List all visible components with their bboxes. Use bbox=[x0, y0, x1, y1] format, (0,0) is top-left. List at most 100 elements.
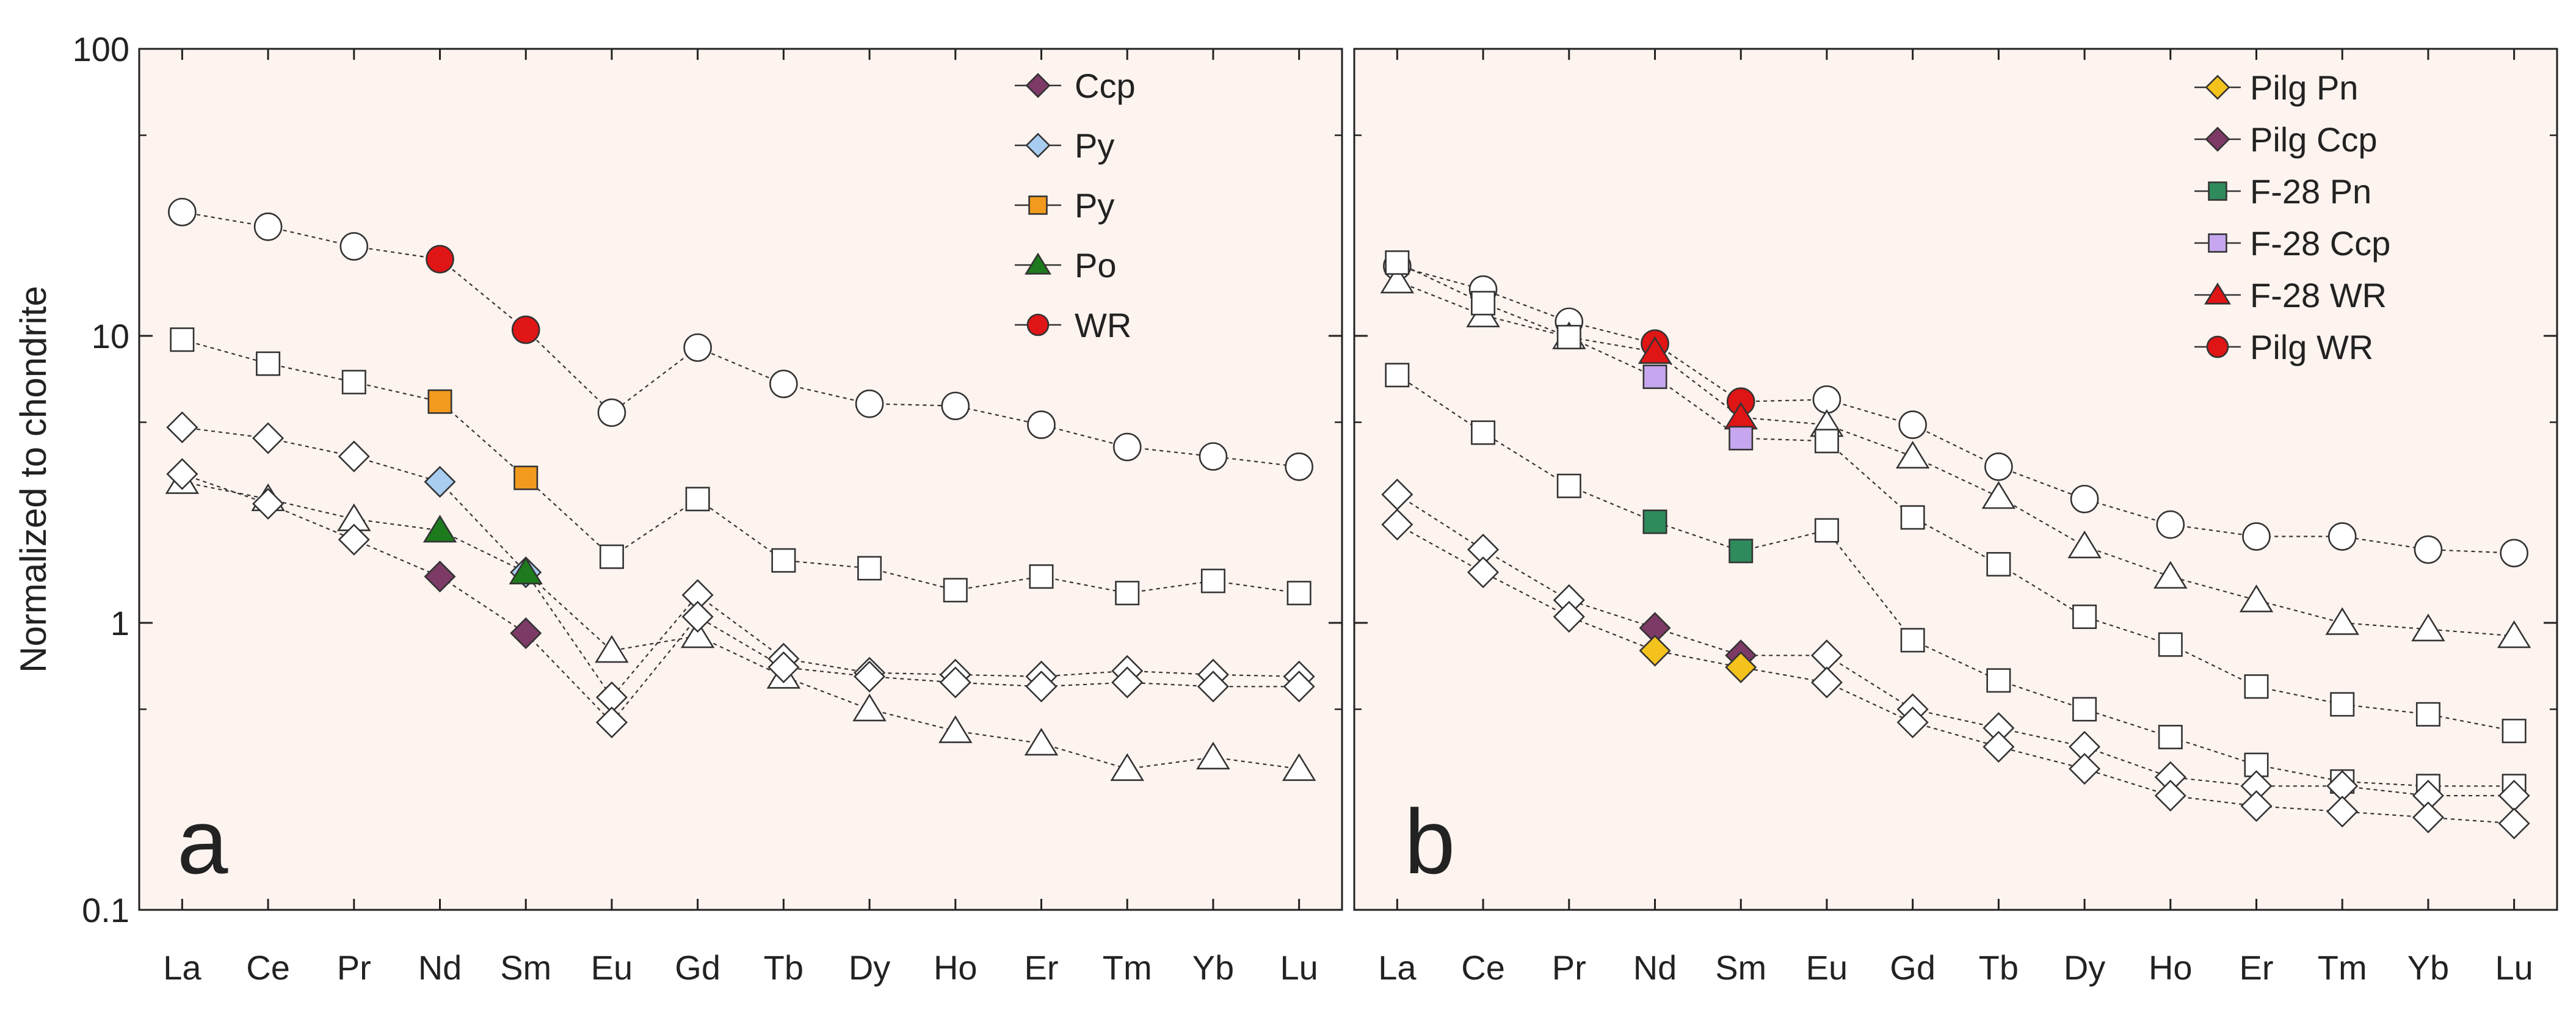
panel-b-point-3-4 bbox=[1729, 539, 1754, 564]
ytick-label-100: 100 bbox=[73, 30, 129, 68]
panel-a-point-4-7 bbox=[767, 651, 800, 683]
panel-a-xtick-label-Ho: Ho bbox=[934, 948, 978, 987]
panel-b-point-5-5 bbox=[1810, 666, 1843, 699]
panel-a-point-0-10 bbox=[1027, 410, 1056, 439]
panel-a-background bbox=[139, 49, 1342, 910]
panel-b-point-1-7 bbox=[1981, 481, 2016, 509]
panel-b-point-1-13 bbox=[2497, 620, 2531, 649]
panel-b-letter: b bbox=[1404, 790, 1455, 893]
panel-b-xtick-label-Ce: Ce bbox=[1461, 948, 1505, 987]
panel-a-point-3-11 bbox=[1110, 753, 1144, 781]
panel-a-legend-marker-3 bbox=[1025, 252, 1051, 275]
panel-a-point-1-9 bbox=[943, 578, 968, 603]
panel-a-xtick-label-Tb: Tb bbox=[764, 948, 804, 987]
panel-a-point-3-3 bbox=[423, 514, 457, 543]
panel-b-point-3-3 bbox=[1642, 509, 1667, 534]
panel-a-legend-label-3: Po bbox=[1075, 246, 1117, 285]
panel-a-xtick-label-Sm: Sm bbox=[500, 948, 551, 987]
panel-b-point-2-8 bbox=[2072, 605, 2097, 630]
panel-a-legend-label-0: Ccp bbox=[1075, 67, 1136, 105]
panel-b-point-0-5 bbox=[1812, 385, 1841, 414]
ytick-label-10: 10 bbox=[92, 317, 129, 355]
panel-a-letter: a bbox=[177, 790, 228, 893]
panel-b-background bbox=[1354, 49, 2557, 910]
panel-b-point-3-1 bbox=[1471, 420, 1496, 445]
panel-a-point-4-13 bbox=[1283, 670, 1315, 703]
y-axis-label: Normalized to chondrite bbox=[13, 286, 54, 673]
panel-a-legend-marker-4 bbox=[1026, 313, 1050, 336]
panel-a-point-0-5 bbox=[597, 398, 626, 427]
panel-b-series-line-3 bbox=[1396, 374, 2514, 787]
panel-b-xtick-label-Yb: Yb bbox=[2407, 948, 2450, 987]
panel-b-point-3-0 bbox=[1385, 363, 1410, 388]
panel-b-point-2-10 bbox=[2244, 674, 2269, 699]
panel-b-point-5-6 bbox=[1896, 706, 1929, 739]
panel-b-legend-marker-2 bbox=[2208, 181, 2227, 201]
panel-a-point-4-11 bbox=[1111, 666, 1144, 699]
panel-b-point-3-8 bbox=[2072, 697, 2097, 722]
panel-a-legend-label-2: Py bbox=[1075, 186, 1114, 225]
panel-a-xtick-label-Gd: Gd bbox=[675, 948, 720, 987]
panel-a-point-3-13 bbox=[1282, 753, 1316, 781]
panel-b-point-0-10 bbox=[2242, 522, 2271, 551]
panel-b-point-5-11 bbox=[2326, 796, 2359, 828]
panel-a-point-4-9 bbox=[939, 666, 971, 699]
panel-a-point-4-6 bbox=[681, 601, 714, 633]
panel-a-point-4-10 bbox=[1025, 670, 1058, 703]
panel-b-legend-marker-1 bbox=[2205, 126, 2230, 152]
panel-a-point-4-3 bbox=[424, 561, 456, 593]
panel-a-xtick-label-Yb: Yb bbox=[1192, 948, 1235, 987]
panel-b-point-1-6 bbox=[1895, 440, 1930, 469]
panel-b-point-5-12 bbox=[2412, 801, 2444, 834]
panel-a-point-4-5 bbox=[595, 706, 628, 739]
panel-b-point-2-13 bbox=[2502, 719, 2527, 744]
panel-a-xtick-label-Lu: Lu bbox=[1280, 948, 1318, 987]
panel-b-point-2-7 bbox=[1986, 552, 2011, 577]
panel-a-point-0-1 bbox=[253, 213, 283, 241]
panel-a-point-0-6 bbox=[683, 333, 712, 362]
panel-b-point-5-10 bbox=[2240, 790, 2273, 823]
panel-b-point-2-6 bbox=[1900, 505, 1925, 530]
panel-b-legend-label-5: Pilg WR bbox=[2250, 328, 2373, 366]
panel-a-legend-marker-1 bbox=[1025, 133, 1051, 158]
panel-a-point-1-7 bbox=[771, 548, 796, 573]
panel-b-legend-label-3: F-28 Ccp bbox=[2250, 224, 2390, 263]
panel-a-point-0-0 bbox=[168, 197, 197, 227]
panel-b-point-0-6 bbox=[1898, 410, 1927, 439]
panel-b-point-2-9 bbox=[2158, 632, 2183, 657]
panel-a-xtick-label-Pr: Pr bbox=[337, 948, 371, 987]
panel-a-series-line-3 bbox=[182, 481, 1299, 770]
panel-b-point-1-9 bbox=[2153, 561, 2188, 589]
panel-a-point-1-10 bbox=[1029, 564, 1054, 589]
panel-b-point-2-5 bbox=[1814, 429, 1839, 454]
panel-a-point-0-3 bbox=[426, 245, 454, 274]
panel-b-legend-marker-3 bbox=[2208, 233, 2227, 253]
panel-b-point-5-3 bbox=[1639, 634, 1671, 667]
panel-b-point-0-13 bbox=[2500, 539, 2528, 568]
panel-b-xtick-label-La: La bbox=[1378, 948, 1417, 987]
panel-a-point-4-8 bbox=[854, 660, 886, 692]
panel-a-point-3-6 bbox=[680, 620, 715, 649]
panel-a-point-0-2 bbox=[339, 232, 369, 261]
panel-a-point-2-2 bbox=[338, 440, 370, 473]
panel-b-point-0-11 bbox=[2327, 522, 2357, 551]
panel-b-point-2-4 bbox=[1729, 426, 1754, 451]
panel-b-xtick-label-Pr: Pr bbox=[1552, 948, 1586, 987]
panel-b-xtick-label-Dy: Dy bbox=[2064, 948, 2105, 987]
panel-a-point-4-2 bbox=[338, 523, 370, 556]
panel-b-point-2-12 bbox=[2415, 702, 2440, 727]
panel-b-point-0-12 bbox=[2414, 535, 2443, 564]
panel-a-xtick-label-Ce: Ce bbox=[246, 948, 290, 987]
panel-a-point-4-0 bbox=[166, 458, 198, 490]
panel-b-legend-marker-5 bbox=[2206, 335, 2229, 358]
panel-a-point-0-12 bbox=[1199, 442, 1228, 471]
panel-a-legend-label-4: WR bbox=[1075, 306, 1131, 344]
panel-b-frame bbox=[1353, 48, 2558, 911]
panel-b-point-1-10 bbox=[2239, 584, 2274, 612]
panel-a-point-0-8 bbox=[855, 389, 884, 418]
panel-a-legend-label-1: Py bbox=[1075, 126, 1114, 165]
panel-a-xtick-label-Er: Er bbox=[1025, 948, 1059, 987]
ytick-label-1: 1 bbox=[111, 604, 129, 642]
panel-a-xtick-label-Nd: Nd bbox=[418, 948, 462, 987]
panel-b-legend-label-1: Pilg Ccp bbox=[2250, 120, 2378, 159]
